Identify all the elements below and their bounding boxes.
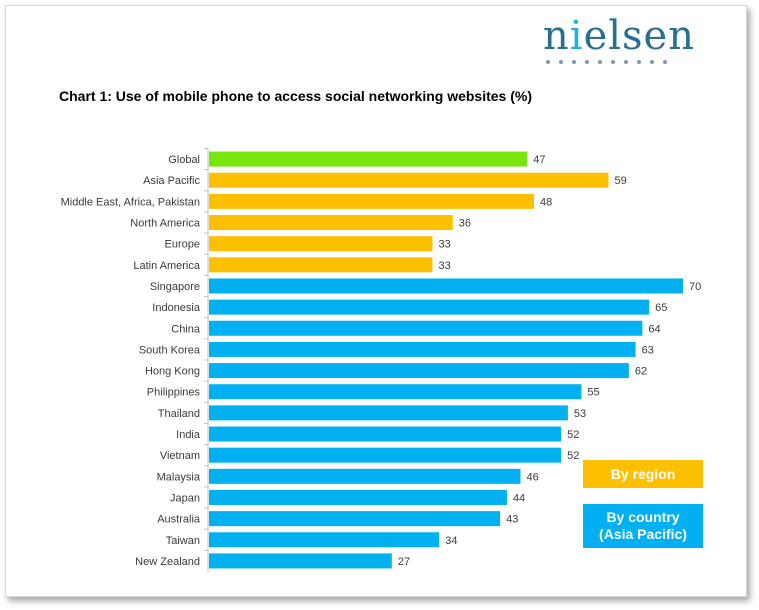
category-label: Australia xyxy=(157,514,201,526)
value-label: 48 xyxy=(540,196,552,208)
bar xyxy=(209,489,507,505)
bar xyxy=(209,320,643,336)
category-label: South Korea xyxy=(139,344,201,356)
bar xyxy=(209,341,636,357)
value-label: 52 xyxy=(567,429,579,441)
bar xyxy=(209,257,433,273)
category-label: Philippines xyxy=(147,387,201,399)
value-label: 70 xyxy=(689,281,701,293)
value-label: 43 xyxy=(506,514,518,526)
bar xyxy=(209,532,440,548)
category-label: Singapore xyxy=(150,281,200,293)
value-label: 55 xyxy=(587,387,599,399)
bar xyxy=(209,468,521,484)
nielsen-logo: nielsen xyxy=(543,13,695,64)
bar xyxy=(209,511,501,527)
value-label: 52 xyxy=(567,450,579,462)
category-label: Asia Pacific xyxy=(143,175,200,187)
bar xyxy=(209,447,562,463)
category-label: Latin America xyxy=(133,260,201,272)
logo-wordmark: nielsen xyxy=(543,13,695,59)
legend-by-region: By region xyxy=(583,460,703,488)
bar xyxy=(209,363,629,379)
bar xyxy=(209,151,528,167)
category-label: New Zealand xyxy=(135,556,200,568)
category-label: Indonesia xyxy=(152,302,201,314)
bar xyxy=(209,278,683,294)
category-label: Japan xyxy=(170,492,200,504)
value-label: 36 xyxy=(459,218,471,230)
legend-by-country: By country (Asia Pacific) xyxy=(583,504,703,548)
bar xyxy=(209,193,535,209)
category-label: Hong Kong xyxy=(145,366,200,378)
category-label: Vietnam xyxy=(160,450,200,462)
bar xyxy=(209,172,609,188)
category-label: Malaysia xyxy=(157,471,201,483)
value-label: 27 xyxy=(398,556,410,568)
value-label: 34 xyxy=(445,535,457,547)
category-label: North America xyxy=(130,218,201,230)
bar xyxy=(209,426,562,442)
bar xyxy=(209,299,650,315)
value-label: 53 xyxy=(574,408,586,420)
bar xyxy=(209,215,453,231)
category-label: Thailand xyxy=(158,408,200,420)
value-label: 47 xyxy=(533,154,545,166)
category-label: China xyxy=(171,323,201,335)
category-label: Taiwan xyxy=(166,535,200,547)
value-label: 59 xyxy=(615,175,627,187)
bar xyxy=(209,384,582,400)
category-label: Middle East, Africa, Pakistan xyxy=(61,196,200,208)
logo-dots xyxy=(543,60,683,64)
category-label: Europe xyxy=(165,239,200,251)
value-label: 65 xyxy=(655,302,667,314)
value-label: 33 xyxy=(438,239,450,251)
value-label: 33 xyxy=(438,260,450,272)
bar xyxy=(209,553,392,569)
chart-title: Chart 1: Use of mobile phone to access s… xyxy=(59,88,532,104)
bar xyxy=(209,236,433,252)
value-label: 64 xyxy=(648,323,660,335)
bar xyxy=(209,405,568,421)
value-label: 46 xyxy=(526,471,538,483)
value-label: 63 xyxy=(642,344,654,356)
value-label: 62 xyxy=(635,366,647,378)
category-label: Global xyxy=(168,154,200,166)
value-label: 44 xyxy=(513,492,525,504)
category-label: India xyxy=(176,429,201,441)
